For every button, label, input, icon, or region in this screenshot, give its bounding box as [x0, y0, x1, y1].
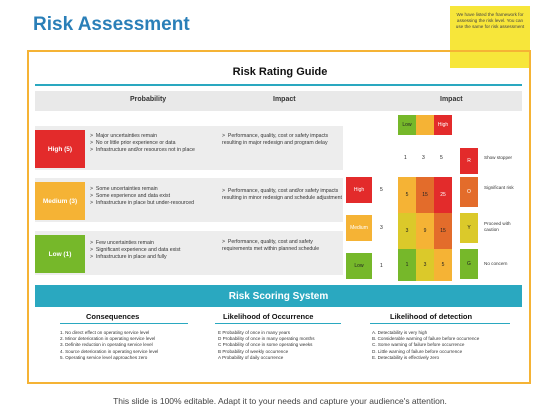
impact-value: 5: [440, 155, 443, 161]
flag-desc: Proceed with caution: [484, 221, 511, 232]
likelihood-title: Likelihood of Occurrence: [223, 312, 314, 321]
flag-g: G: [460, 249, 478, 279]
sticky-note: We have listed the framework for assessi…: [450, 6, 530, 68]
impact-high: > Performance, quality, cost or safety i…: [222, 133, 329, 146]
matrix-cell: 15: [416, 177, 434, 213]
list-item: E. Detectability is effectively zero: [372, 354, 440, 360]
likelihood-low-label: Low: [346, 253, 372, 279]
likelihood-list: E Probability of once in many years D Pr…: [218, 330, 315, 361]
matrix-cell: 25: [434, 177, 452, 213]
impact-value: 3: [422, 155, 425, 161]
guide-title: Risk Rating Guide: [232, 66, 328, 78]
consequences-title: Consequences: [86, 312, 140, 321]
impact-low-block: Low: [398, 115, 416, 135]
list-item: B Probability of weekly occurrence: [218, 348, 289, 354]
impact-value: 1: [404, 155, 407, 161]
list-item: A. Detectability is very high: [372, 330, 428, 335]
list-item: D. Little warning of failure before occu…: [372, 348, 463, 354]
consequences-list: 1. No direct effect on operating service…: [60, 330, 158, 361]
page-title: Risk Assessment: [33, 14, 190, 35]
list-item: > No or little prior experience or data: [90, 139, 176, 146]
likelihood-value: 5: [380, 187, 383, 193]
matrix-cell: 1: [398, 249, 416, 281]
list-item: > Infrastructure and/or resources not in…: [90, 146, 195, 153]
list-item: D Probability of once in many operating …: [218, 336, 315, 342]
list-item: C Probability of once in some operating …: [218, 342, 313, 348]
list-item: A Probability of daily occurrence: [218, 354, 284, 360]
impact-header: Impact: [273, 96, 296, 103]
detection-title: Likelihood of detection: [390, 312, 473, 321]
flag-desc: Significant risk: [484, 185, 514, 190]
probability-high: > Major uncertainties remain > No or lit…: [90, 133, 210, 153]
divider: [60, 323, 188, 324]
impact-header-matrix: Impact: [440, 96, 463, 103]
list-item: 5. Operating service level approaches ze…: [60, 354, 148, 360]
list-item: > Few uncertainties remain: [90, 240, 154, 246]
level-badge-low: Low (1): [35, 235, 85, 273]
impact-high-block: High: [434, 115, 452, 135]
list-item: 3. Definite reduction in operating servi…: [60, 342, 153, 348]
divider: [370, 323, 510, 324]
level-badge-medium: Medium (3): [35, 182, 85, 220]
list-item: 2. Minor deterioration in operating serv…: [60, 336, 156, 342]
matrix-cell: 3: [398, 213, 416, 249]
scoring-title-bar: Risk Scoring System: [35, 285, 522, 307]
level-badge-high: High (5): [35, 130, 85, 168]
likelihood-value: 1: [380, 263, 383, 269]
probability-header: Probability: [130, 96, 167, 103]
list-item: > Some experience and data exist: [90, 192, 171, 199]
list-item: > Infrastructure in place but under-reso…: [90, 199, 194, 206]
detection-list: A. Detectability is very high B. Conside…: [372, 330, 479, 361]
column-headers: Probability Impact Impact: [35, 91, 522, 111]
flag-o: O: [460, 177, 478, 207]
probability-low: > Few uncertainties remain > Significant…: [90, 240, 210, 260]
probability-medium: > Some uncertainties remain > Some exper…: [90, 186, 210, 206]
flag-desc: Show stopper: [484, 155, 513, 160]
list-item: > Some uncertainties remain: [90, 186, 158, 192]
list-item: 4. Source deterioration in operating ser…: [60, 348, 159, 354]
list-item: 1. No direct effect on operating service…: [60, 330, 150, 335]
guide-divider: [35, 84, 522, 86]
footer-caption: This slide is 100% editable. Adapt it to…: [113, 396, 447, 406]
list-item: > Major uncertainties remain: [90, 133, 158, 139]
matrix-cell: 5: [434, 249, 452, 281]
list-item: > Significant experience and data exist: [90, 246, 181, 253]
matrix-cell: 9: [416, 213, 434, 249]
row-bg-medium: [35, 178, 343, 222]
content-frame: [27, 50, 531, 384]
likelihood-value: 3: [380, 225, 383, 231]
flag-y: Y: [460, 213, 478, 243]
matrix-cell: 5: [398, 177, 416, 213]
likelihood-high-label: High: [346, 177, 372, 203]
matrix-cell: 15: [434, 213, 452, 249]
row-bg-high: [35, 126, 343, 170]
row-bg-low: [35, 231, 343, 275]
divider: [215, 323, 341, 324]
list-item: > Infrastructure in place and fully: [90, 253, 167, 260]
impact-medium: > Performance, quality, cost and/or safe…: [222, 188, 342, 201]
list-item: C. Some warning of failure before occurr…: [372, 342, 465, 348]
matrix-cell: 3: [416, 249, 434, 281]
impact-mid-block: [416, 115, 434, 135]
impact-low: > Performance, quality, cost and safety …: [222, 239, 320, 252]
list-item: B. Considerable warning of failure befor…: [372, 336, 480, 342]
likelihood-medium-label: Medium: [346, 215, 372, 241]
flag-r: R: [460, 148, 478, 174]
flag-desc: No concern: [484, 261, 508, 266]
risk-matrix: Low High 1 3 5 High Medium Low 5 3 1 5 1…: [342, 111, 522, 281]
list-item: E Probability of once in many years: [218, 330, 291, 335]
